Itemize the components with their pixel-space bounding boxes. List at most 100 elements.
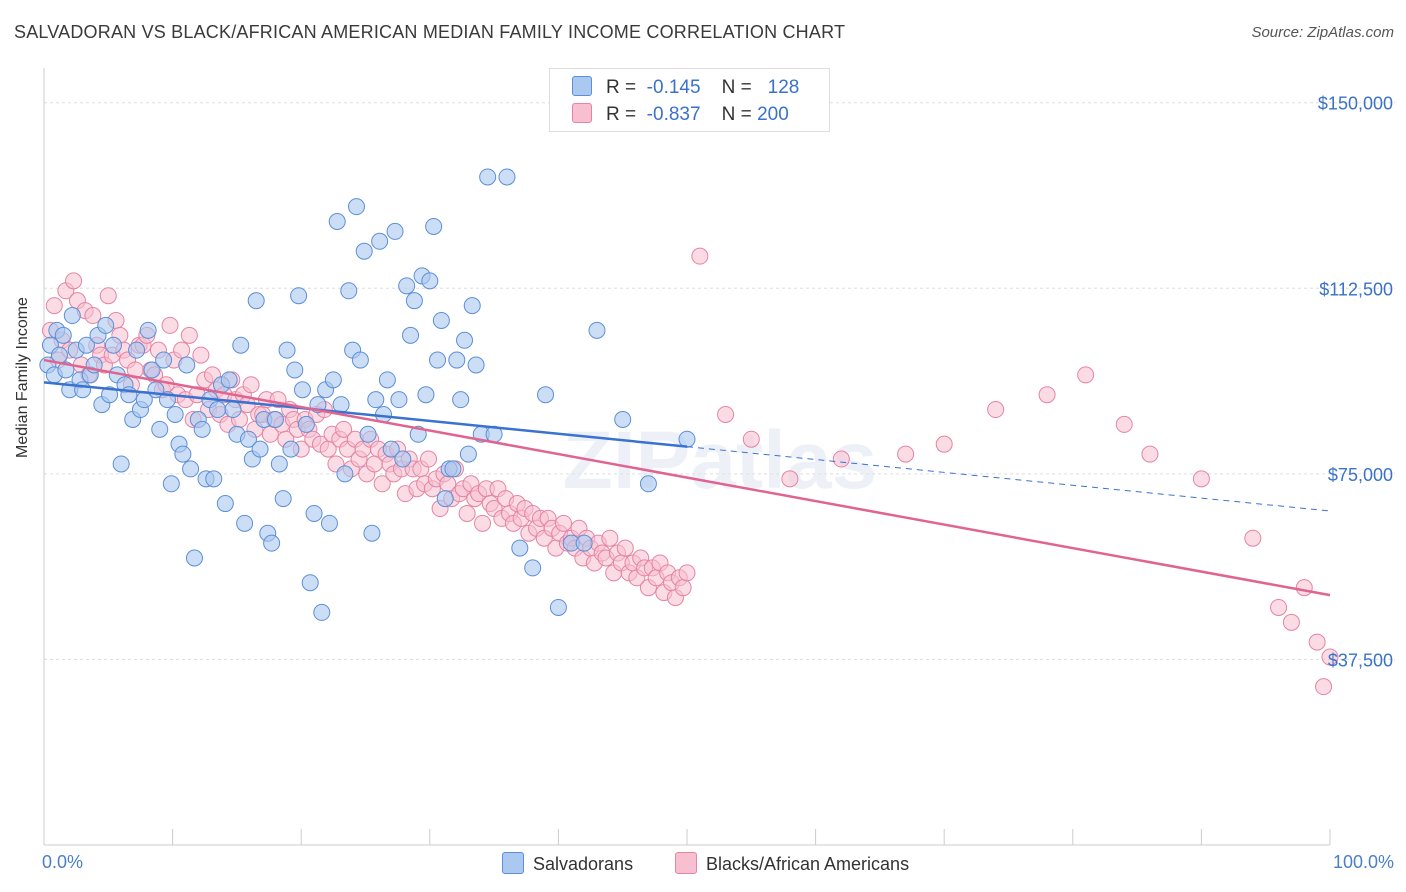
salvadoran-data-point — [614, 410, 632, 428]
salvadoran-data-point — [575, 534, 593, 552]
blacks-data-point — [935, 435, 953, 453]
salvadoran-data-point — [479, 168, 497, 186]
salvadoran-data-point — [436, 490, 454, 508]
blacks-data-point — [674, 579, 692, 597]
blacks-data-point — [45, 297, 63, 315]
salvadoran-data-point — [313, 603, 331, 621]
salvadoran-data-point — [220, 371, 238, 389]
salvadoran-data-point — [128, 341, 146, 359]
salvadoran-data-point — [247, 292, 265, 310]
blacks-data-point — [84, 307, 102, 325]
salvadoran-data-point — [282, 440, 300, 458]
salvadoran-data-point — [239, 430, 257, 448]
salvadoran-data-point — [421, 272, 439, 290]
salvadoran-data-point — [347, 198, 365, 216]
legend-label: Blacks/African Americans — [706, 854, 910, 874]
salvadoran-data-point — [336, 465, 354, 483]
salvadoran-data-point — [101, 386, 119, 404]
salvadoran-data-point — [143, 361, 161, 379]
legend-label: Salvadorans — [533, 854, 634, 874]
salvadoran-data-point — [286, 361, 304, 379]
salvadoran-data-point — [378, 371, 396, 389]
salvadorans-swatch — [572, 76, 592, 96]
salvadoran-data-point — [456, 331, 474, 349]
blacks-data-point — [555, 514, 573, 532]
salvadoran-data-point — [162, 475, 180, 493]
salvadoran-data-point — [678, 430, 696, 448]
blacks-data-point — [1295, 579, 1313, 597]
salvadoran-data-point — [452, 391, 470, 409]
blacks-data-point — [99, 287, 117, 305]
n-label: N = — [721, 104, 752, 125]
salvadoran-data-point — [193, 420, 211, 438]
blacks-data-point — [717, 405, 735, 423]
salvadoran-data-point — [398, 277, 416, 295]
salvadoran-data-point — [274, 490, 292, 508]
salvadoran-data-point — [371, 232, 389, 250]
blacks-data-point — [781, 470, 799, 488]
salvadoran-data-point — [324, 371, 342, 389]
blacks-data-point — [474, 514, 492, 532]
salvadoran-data-point — [498, 168, 516, 186]
salvadoran-data-point — [588, 321, 606, 339]
salvadoran-data-point — [263, 534, 281, 552]
salvadoran-trend-extension — [686, 446, 1331, 512]
salvadoran-data-point — [155, 351, 173, 369]
blacks-data-point — [1315, 678, 1333, 696]
blacks-data-point — [458, 504, 476, 522]
blacks-data-point — [1321, 648, 1339, 666]
salvadoran-data-point — [293, 381, 311, 399]
salvadoran-data-point — [351, 351, 369, 369]
salvadoran-data-point — [178, 356, 196, 374]
blacks-data-point — [242, 376, 260, 394]
salvadoran-data-point — [182, 460, 200, 478]
r-label: R = — [606, 77, 637, 98]
salvadoran-data-point — [270, 455, 288, 473]
blacks-data-point — [65, 272, 83, 290]
y-tick-label: $75,000 — [1328, 465, 1393, 485]
blacks-data-point — [832, 450, 850, 468]
blacks-data-point — [192, 346, 210, 364]
salvadoran-data-point — [320, 514, 338, 532]
salvadoran-data-point — [639, 475, 657, 493]
blacks-data-point — [1077, 366, 1095, 384]
r-value: -0.837 — [646, 104, 701, 125]
salvadoran-data-point — [209, 401, 227, 419]
salvadoran-data-point — [340, 282, 358, 300]
blacks-swatch — [572, 103, 592, 123]
salvadoran-data-point — [328, 213, 346, 231]
blacks-data-point — [897, 445, 915, 463]
salvadoran-data-point — [232, 336, 250, 354]
y-tick-label: $37,500 — [1328, 650, 1393, 670]
salvadoran-data-point — [151, 420, 169, 438]
legend-row-salvadorans: R = -0.145 N = 128 — [572, 76, 799, 98]
blacks-data-point — [691, 247, 709, 265]
salvadoran-data-point — [290, 287, 308, 305]
salvadoran-data-point — [77, 336, 95, 354]
salvadoran-data-point — [425, 217, 443, 235]
salvadoran-data-point — [444, 460, 462, 478]
salvadoran-data-point — [74, 381, 92, 399]
y-tick-label: $112,500 — [1319, 279, 1393, 299]
salvadoran-data-point — [185, 549, 203, 567]
legend-item-salvadorans: Salvadorans — [502, 852, 633, 875]
blacks-data-point — [173, 341, 191, 359]
y-tick-label: $150,000 — [1318, 94, 1393, 114]
n-label: N = — [721, 77, 752, 98]
salvadoran-data-point — [363, 524, 381, 542]
salvadoran-data-point — [432, 311, 450, 329]
salvadoran-data-point — [305, 504, 323, 522]
salvadoran-data-point — [524, 559, 542, 577]
salvadoran-data-point — [236, 514, 254, 532]
salvadoran-data-point — [429, 351, 447, 369]
blacks-trend-line — [43, 358, 1331, 597]
salvadoran-data-point — [224, 401, 242, 419]
blacks-data-point — [1308, 633, 1326, 651]
blacks-data-point — [1038, 386, 1056, 404]
salvadoran-data-point — [402, 326, 420, 344]
salvadoran-data-point — [394, 450, 412, 468]
salvadoran-data-point — [459, 445, 477, 463]
salvadoran-data-point — [390, 391, 408, 409]
blacks-data-point — [373, 475, 391, 493]
